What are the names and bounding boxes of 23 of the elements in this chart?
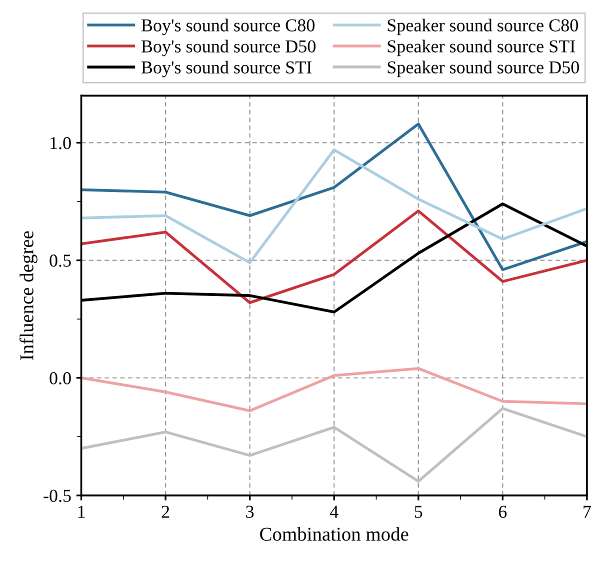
line-series <box>81 122 587 272</box>
x-axis-title: Combination mode <box>260 527 408 541</box>
x-tick-label: 5 <box>414 506 422 518</box>
legend-label: Speaker sound source D50 <box>388 60 579 78</box>
legend-label: Boy's sound source C80 <box>141 18 315 36</box>
y-tick-label: 1.0 <box>50 136 71 150</box>
x-tick-label: 6 <box>498 506 507 518</box>
y-tick-label: 0.5 <box>50 254 71 267</box>
y-tick-label: -0.5 <box>44 490 71 502</box>
legend-label: Boy's sound source STI <box>141 60 312 78</box>
legend-label: Boy's sound source D50 <box>141 40 316 56</box>
y-tick-label: 0.0 <box>50 372 71 384</box>
x-tick-label: 4 <box>330 506 338 518</box>
x-tick-label: 7 <box>584 506 591 518</box>
x-tick-label: 3 <box>246 506 254 518</box>
line-series <box>81 367 587 412</box>
legend-label: Speaker sound source C80 <box>388 18 578 36</box>
line-series <box>81 407 587 483</box>
legend-label: Speaker sound source STI <box>388 40 576 56</box>
line-series <box>81 148 587 264</box>
x-tick-label: 1 <box>78 506 85 518</box>
x-tick-label: 2 <box>162 506 170 518</box>
y-axis-title: Influence degree <box>20 231 38 360</box>
